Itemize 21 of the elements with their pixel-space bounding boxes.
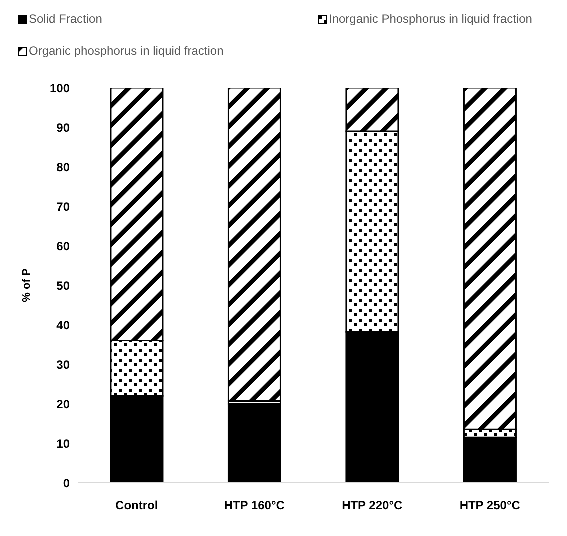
y-tick-label: 90 — [56, 120, 70, 135]
y-axis-title: % of P — [20, 268, 33, 302]
bar — [228, 88, 282, 402]
x-tick-label: HTP 160°C — [224, 498, 286, 513]
x-tick-label: HTP 220°C — [342, 498, 404, 513]
y-tick-label: 60 — [56, 239, 70, 254]
y-tick-label: 80 — [56, 160, 70, 174]
x-tick-label: Control — [116, 498, 158, 513]
y-tick-label: 20 — [56, 397, 70, 412]
x-tick-label: HTP 250°C — [460, 498, 521, 513]
y-tick-label: 40 — [56, 318, 70, 332]
y-tick-label: 10 — [56, 436, 70, 451]
y-tick-label: 0 — [63, 476, 70, 490]
legend-label: Organic phosphorus in liquid fraction — [29, 44, 224, 58]
legend-label: Solid Fraction — [29, 12, 102, 26]
y-tick-label: 50 — [56, 278, 70, 293]
y-tick-label: 30 — [56, 358, 70, 372]
y-tick-label: 100 — [50, 81, 70, 96]
y-tick-label: 70 — [56, 200, 70, 214]
legend-label: Inorganic Phosphorus in liquid fraction — [329, 12, 532, 26]
bar — [228, 403, 282, 483]
